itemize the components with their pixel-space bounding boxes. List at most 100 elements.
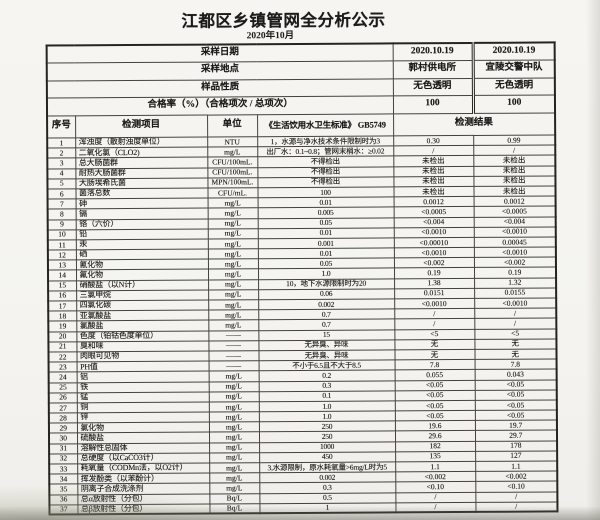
row-number: 27 [48, 402, 77, 414]
row-result-site2: <5 [474, 328, 557, 340]
row-unit: mg/L [208, 381, 259, 392]
row-result-site1: / [394, 308, 475, 320]
row-number: 9 [47, 219, 76, 230]
row-result-site1: 未检出 [393, 166, 474, 177]
row-unit: —— [208, 350, 259, 362]
row-unit: mg/L [208, 279, 259, 290]
row-result-site1: 0.0012 [393, 196, 474, 208]
row-unit: —— [208, 330, 259, 341]
row-result-site2: <0.0005 [473, 206, 556, 217]
row-result-site2: <0.05 [474, 409, 557, 421]
col-header-item: 检测项目 [75, 114, 208, 138]
row-unit: mg/L [208, 422, 259, 433]
row-unit: mg/L [207, 146, 258, 158]
row-unit: CFU/mL. [207, 187, 258, 199]
row-number: 10 [47, 229, 76, 240]
row-result-site1: <0.00010 [393, 237, 474, 248]
row-result-site1: <0.004 [393, 216, 474, 228]
row-result-site2: <0.05 [474, 389, 557, 401]
row-result-site2: 无 [474, 338, 557, 350]
row-result-site2: 19.7 [474, 420, 557, 431]
pass-rate-2: 100 [472, 94, 556, 113]
row-unit: mg/L [208, 371, 259, 382]
row-result-site2: / [475, 491, 558, 503]
sample-date-1: 2020.10.19 [392, 42, 473, 61]
row-result-site1: <0.002 [393, 257, 475, 269]
row-result-site1: 未检出 [393, 176, 474, 187]
row-result-site1: <0.05 [394, 379, 475, 391]
row-number: 23 [48, 361, 77, 373]
row-unit: mg/L [209, 462, 260, 474]
row-standard-limit: 出厂水：0.1~0.8；管网末梢水：≥0.02 [257, 146, 394, 158]
row-result-site2: 0.00045 [473, 236, 556, 248]
row-unit: mg/L [208, 299, 259, 311]
row-result-site2: 未检出 [473, 185, 556, 197]
row-number: 28 [48, 412, 77, 424]
row-result-site2: 0.19 [474, 267, 557, 279]
row-result-site1: <0.05 [394, 410, 475, 422]
row-result-site1: <0.0010 [393, 227, 474, 238]
row-unit: mg/L [209, 452, 260, 464]
water-analysis-table: 采样日期 2020.10.19 2020.10.19 采样地点 郭村供电所 宜陵… [45, 41, 559, 516]
row-unit: NTU [207, 136, 258, 148]
row-standard-limit: 1 [259, 502, 396, 514]
row-unit: mg/L [208, 432, 260, 443]
row-unit: mg/L [208, 289, 259, 301]
row-result-site2: <0.002 [473, 257, 557, 268]
row-result-site1: 0.055 [394, 369, 475, 381]
row-result-site1: 0.30 [393, 135, 474, 147]
row-number: 30 [48, 433, 78, 444]
row-result-site1: <5 [394, 328, 475, 340]
row-unit: mg/L [208, 320, 259, 331]
row-unit: mg/L [207, 269, 259, 280]
row-number: 25 [48, 382, 77, 393]
row-result-site2: 未检出 [473, 165, 556, 177]
row-number: 5 [47, 178, 76, 189]
row-unit: mg/L [209, 442, 260, 453]
row-result-site2: 0.0155 [474, 287, 557, 299]
row-result-site2: 1.32 [474, 277, 557, 289]
row-result-site1: / [395, 502, 476, 513]
page-subtitle: 2020年10月 [246, 31, 295, 42]
row-number: 32 [49, 453, 78, 465]
row-number: 18 [48, 311, 77, 322]
row-number: 35 [49, 484, 78, 495]
row-unit: mg/L [207, 197, 258, 209]
row-result-site2: 178 [475, 440, 558, 452]
row-unit: mg/L [207, 238, 258, 250]
row-result-site2: 未检出 [473, 175, 556, 187]
row-result-site2: <0.05 [474, 399, 557, 411]
row-result-site1: <0.05 [394, 400, 475, 411]
row-unit: mg/L [207, 259, 258, 270]
row-number: 4 [47, 168, 76, 179]
row-result-site2: 0.99 [473, 134, 556, 146]
row-unit: mg/L [207, 208, 258, 219]
row-standard-limit: 3,水源限制，原水耗氧量>6mg/L时为5 [259, 461, 396, 473]
row-result-site2: 127 [475, 450, 558, 462]
col-header-standard: 《生活饮用水卫生标准》 GB5749 [257, 113, 394, 137]
row-result-site2: 0.0012 [473, 196, 556, 207]
row-result-site1: 29.6 [395, 430, 476, 442]
row-result-site2: <0.10 [475, 481, 558, 492]
row-result-site1: 7.8 [394, 359, 475, 371]
row-number: 3 [47, 158, 76, 169]
row-result-site2: / [474, 318, 557, 329]
row-result-site2: <0.0010 [473, 226, 556, 238]
sample-nature-2: 无色透明 [472, 77, 555, 96]
row-standard-limit: 1，水源与净水技术条件限制时为3 [257, 135, 394, 147]
row-number: 34 [49, 474, 78, 485]
row-number: 8 [47, 209, 76, 220]
row-number: 16 [48, 290, 77, 302]
row-number: 22 [48, 351, 77, 363]
sample-site-1: 郭村供电所 [392, 60, 473, 79]
row-result-site1: <0.10 [395, 481, 476, 493]
row-result-site1: 无 [394, 339, 475, 350]
row-number: 17 [48, 300, 77, 312]
row-result-site2: 0.043 [474, 369, 557, 380]
row-result-site1: <0.0010 [394, 298, 475, 310]
row-result-site1: <0.002 [395, 471, 476, 483]
row-number: 33 [49, 463, 78, 475]
row-unit: CFU/100mL. [207, 157, 258, 168]
row-result-site1: 无 [394, 349, 475, 361]
